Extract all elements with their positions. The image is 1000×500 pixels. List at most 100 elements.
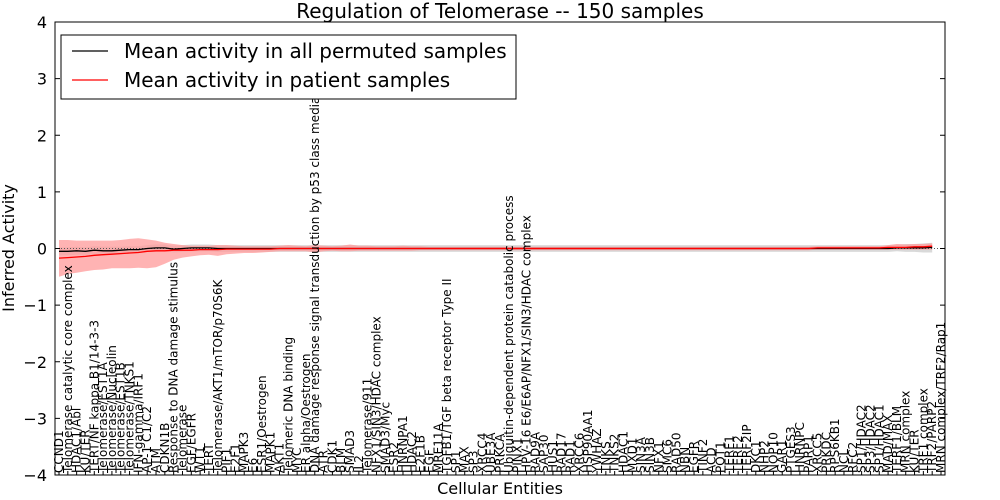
- y-tick-label: −1: [23, 296, 47, 315]
- category-label: ER alpha/Oestrogen: [299, 354, 313, 473]
- x-axis-label: Cellular Entities: [437, 479, 563, 498]
- category-label: SP3/HDAC2: [863, 404, 877, 473]
- y-tick-label: 2: [37, 126, 47, 145]
- category-label: GAR1: [775, 440, 789, 473]
- category-label: PRKCA: [493, 433, 507, 473]
- category-label: DNA damage response signal transduction …: [308, 80, 322, 473]
- y-tick-label: −4: [23, 466, 47, 485]
- category-label: KU/TER: [908, 429, 922, 473]
- category-label: MAPK3: [237, 432, 251, 473]
- category-label: NFX1: [652, 441, 666, 473]
- confidence-bands: [55, 238, 945, 277]
- category-label: MAD/MAX: [881, 414, 895, 473]
- category-label: TERF2: [731, 435, 745, 474]
- category-label: ESR1/Oestrogen: [255, 375, 269, 473]
- category-label: PINX1: [511, 437, 525, 473]
- category-label: XRCC6: [572, 433, 586, 473]
- category-label: RAD17: [555, 432, 569, 473]
- category-label: NFX1/SIN3/HDAC complex: [370, 316, 384, 473]
- category-label: NHP2: [758, 440, 772, 473]
- category-label: TNKS: [599, 441, 613, 474]
- category-label: IFN-gamma/IRF1: [131, 373, 145, 473]
- category-label: Response to DNA damage stimulus: [167, 262, 181, 473]
- category-label: Telomerase: [175, 405, 189, 474]
- category-label: Telomerase/Nucleolin: [105, 345, 119, 474]
- category-label: ESR2: [387, 442, 401, 473]
- legend-label-patient: Mean activity in patient samples: [124, 68, 450, 92]
- category-label: MRE11A: [431, 422, 445, 473]
- y-axis-label: Inferred Activity: [0, 184, 18, 312]
- category-label: MXD1: [625, 438, 639, 473]
- category-label: Telomerase/EST1B: [114, 362, 128, 474]
- category-label: E6: [246, 458, 260, 473]
- category-label: RAD50: [669, 432, 683, 473]
- category-label: Telomerase/911: [361, 378, 375, 474]
- category-label: DKC1: [749, 441, 763, 473]
- category-label: SP1/HDAC1: [872, 404, 886, 473]
- category-label: HSP90AA1: [581, 409, 595, 473]
- category-label: XRCC4: [475, 433, 489, 473]
- category-label: POT1: [714, 441, 728, 473]
- chart-title: Regulation of Telomerase -- 150 samples: [296, 0, 704, 23]
- category-label: PRKDC: [819, 432, 833, 473]
- y-tick-label: 1: [37, 183, 47, 202]
- category-label: TRF2/PARP2: [925, 401, 939, 474]
- legend-label-permuted: Mean activity in all permuted samples: [124, 39, 507, 63]
- category-label: YWHAZ: [590, 428, 604, 474]
- category-label: PTGES3: [784, 426, 798, 473]
- category-label: Telomerase/TNKS1: [123, 361, 137, 474]
- category-label: UBE3A: [484, 432, 498, 473]
- category-label: SMC6: [661, 439, 675, 473]
- category-label: CDK1: [325, 440, 339, 473]
- category-label: MYC: [290, 448, 304, 473]
- category-label: TNKS2: [608, 434, 622, 474]
- category-label: CDKN1B: [158, 423, 172, 473]
- category-label: Telomerase catalytic core complex: [61, 265, 75, 474]
- category-label: NCL: [837, 449, 851, 473]
- category-label: Telomeric DNA binding: [281, 337, 295, 474]
- category-label: TERT/NF kappa B1/14-3-3: [87, 320, 101, 474]
- category-label: TERT: [202, 443, 216, 474]
- category-label: MRN complex/TRF2/Rap1: [934, 322, 948, 473]
- category-label: XRCC5: [811, 433, 825, 473]
- category-label: SIN3A: [634, 436, 648, 473]
- category-label: EGFR: [687, 441, 701, 473]
- band-patient: [59, 238, 933, 277]
- category-label: AKT1: [273, 443, 287, 473]
- line-patient: [58, 245, 933, 259]
- legend-box: [60, 34, 517, 100]
- category-label: HPV-16 E6/E6AP/NFX1/SIN3/HDAC complex: [519, 215, 533, 473]
- y-tick-label: 0: [37, 240, 47, 259]
- category-label: MAX: [458, 446, 472, 473]
- category-label: MRN complex: [899, 391, 913, 473]
- category-label: IL2: [352, 455, 366, 473]
- category-label: SAP30: [537, 434, 551, 473]
- category-label: NOP10: [766, 432, 780, 473]
- category-label: SP1: [449, 451, 463, 474]
- category-label: AP-1 C1/C2: [140, 406, 154, 473]
- category-label: Telomerase/AKT1/mTOR/p70S6K: [211, 278, 225, 474]
- category-label: NBN: [678, 447, 692, 473]
- category-label: KU/TER: [78, 429, 92, 473]
- category-label: HDAC2: [405, 431, 419, 473]
- category-label: RAD1: [564, 440, 578, 473]
- category-label: PIF1: [220, 448, 234, 473]
- category-label: ACD: [705, 447, 719, 473]
- y-axis: 4 3 2 1 0 −1 −2 −3 −4: [23, 13, 945, 485]
- legend: Mean activity in all permuted samples Me…: [60, 34, 517, 100]
- category-label: TERF1/BLM: [890, 406, 904, 474]
- category-label: TGFB1/TGF beta receptor Type II: [440, 278, 454, 474]
- category-label: TERF2IP: [740, 424, 754, 474]
- y-tick-label: −2: [23, 353, 47, 372]
- category-label: TRF1 complex: [916, 388, 930, 474]
- category-label: HNRNPC: [793, 422, 807, 473]
- category-label: SP1/HDAC2: [855, 404, 869, 473]
- category-label: HDAC1: [616, 431, 630, 473]
- category-label: PARP1: [802, 435, 816, 473]
- category-label: TINF2: [696, 439, 710, 474]
- y-tick-label: 4: [37, 13, 47, 32]
- category-label: ATM: [149, 448, 163, 473]
- category-label: HUS1: [546, 440, 560, 473]
